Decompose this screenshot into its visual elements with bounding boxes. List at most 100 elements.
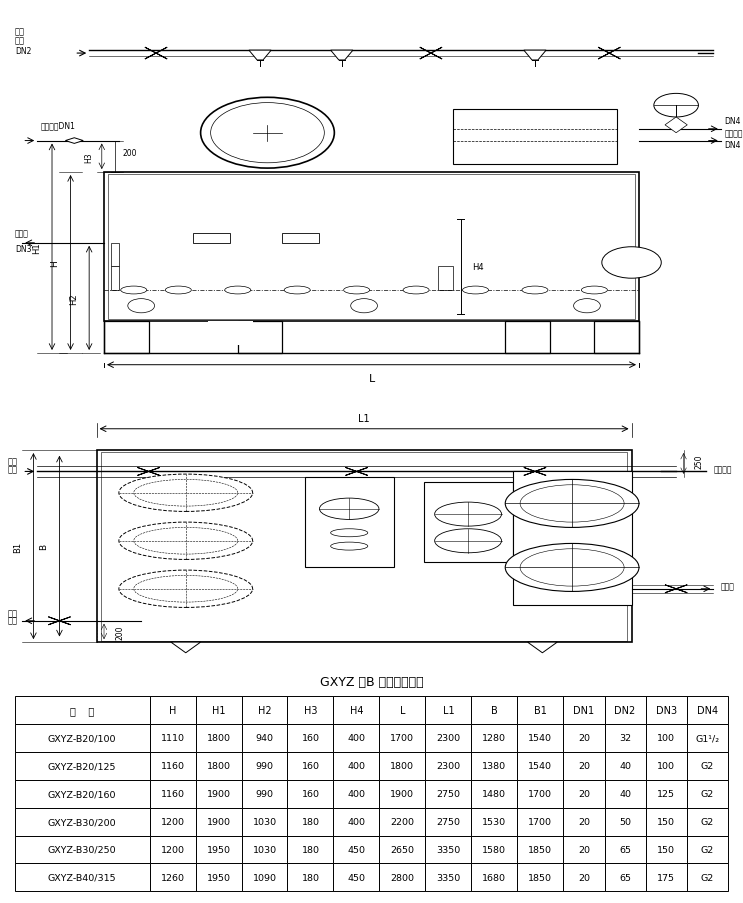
- Polygon shape: [505, 322, 550, 354]
- Text: DN3: DN3: [15, 245, 31, 254]
- Text: 1540: 1540: [528, 733, 552, 742]
- Text: 1530: 1530: [482, 817, 507, 826]
- Bar: [646, 835, 687, 863]
- Text: 1950: 1950: [207, 845, 230, 854]
- Text: 高压供油DN1: 高压供油DN1: [41, 121, 76, 130]
- Bar: [15, 696, 149, 724]
- Bar: [426, 780, 471, 808]
- Text: 400: 400: [348, 817, 366, 826]
- Text: 进出水口: 进出水口: [713, 465, 732, 474]
- Bar: [563, 752, 605, 780]
- Bar: [241, 835, 288, 863]
- Polygon shape: [137, 468, 160, 472]
- Text: 排污油: 排污油: [721, 582, 735, 591]
- Text: 65: 65: [619, 873, 631, 882]
- Polygon shape: [208, 322, 253, 346]
- Bar: [605, 835, 646, 863]
- Text: H4: H4: [350, 705, 363, 715]
- Bar: [149, 808, 195, 835]
- Text: H3: H3: [304, 705, 317, 715]
- Text: 1900: 1900: [207, 789, 230, 798]
- Bar: [646, 724, 687, 752]
- Text: 2200: 2200: [390, 817, 415, 826]
- Bar: [334, 808, 380, 835]
- Text: 1800: 1800: [207, 761, 230, 770]
- Bar: [646, 696, 687, 724]
- Bar: [193, 234, 230, 244]
- Bar: [104, 172, 639, 322]
- Text: 1850: 1850: [528, 873, 552, 882]
- Bar: [195, 780, 241, 808]
- Text: 2750: 2750: [436, 789, 461, 798]
- Bar: [15, 808, 149, 835]
- Text: GXYZ-B40/315: GXYZ-B40/315: [48, 873, 117, 882]
- Bar: [687, 835, 728, 863]
- Text: G2: G2: [701, 845, 714, 854]
- Text: 100: 100: [658, 733, 675, 742]
- Bar: [288, 780, 334, 808]
- Bar: [563, 808, 605, 835]
- Bar: [195, 696, 241, 724]
- Bar: [334, 696, 380, 724]
- Bar: [15, 863, 149, 891]
- Bar: [288, 724, 334, 752]
- Bar: [241, 696, 288, 724]
- Bar: [288, 808, 334, 835]
- Ellipse shape: [120, 287, 147, 294]
- Bar: [334, 863, 380, 891]
- Bar: [513, 472, 632, 605]
- Polygon shape: [524, 472, 546, 476]
- Ellipse shape: [403, 287, 429, 294]
- Polygon shape: [665, 589, 687, 593]
- Text: 200: 200: [123, 149, 137, 158]
- Bar: [15, 835, 149, 863]
- Text: GXYZ-B30/200: GXYZ-B30/200: [48, 817, 117, 826]
- Bar: [380, 752, 426, 780]
- Ellipse shape: [522, 287, 548, 294]
- Text: 175: 175: [658, 873, 675, 882]
- Text: 160: 160: [302, 733, 319, 742]
- Text: GXYZ-B20/160: GXYZ-B20/160: [48, 789, 117, 798]
- Bar: [687, 752, 728, 780]
- Bar: [687, 863, 728, 891]
- Polygon shape: [48, 617, 71, 621]
- Bar: [605, 808, 646, 835]
- Text: 1900: 1900: [207, 817, 230, 826]
- Text: 20: 20: [578, 873, 590, 882]
- Text: 2800: 2800: [390, 873, 415, 882]
- Polygon shape: [104, 322, 149, 354]
- Polygon shape: [249, 51, 271, 61]
- Bar: [380, 696, 426, 724]
- Ellipse shape: [119, 523, 253, 560]
- Text: DN2: DN2: [614, 705, 636, 715]
- Circle shape: [602, 247, 661, 279]
- Text: 2750: 2750: [436, 817, 461, 826]
- Text: 3350: 3350: [436, 873, 461, 882]
- Text: 125: 125: [658, 789, 675, 798]
- Bar: [380, 780, 426, 808]
- Bar: [471, 752, 517, 780]
- Bar: [605, 696, 646, 724]
- Ellipse shape: [119, 475, 253, 512]
- Bar: [646, 780, 687, 808]
- Text: 1700: 1700: [390, 733, 415, 742]
- Text: 1030: 1030: [253, 845, 276, 854]
- Bar: [517, 808, 563, 835]
- Text: H2: H2: [69, 293, 78, 304]
- Bar: [149, 724, 195, 752]
- Polygon shape: [65, 138, 83, 144]
- Text: 1480: 1480: [482, 789, 506, 798]
- Text: 180: 180: [302, 817, 319, 826]
- Text: 1700: 1700: [528, 789, 552, 798]
- Text: 940: 940: [256, 733, 273, 742]
- Polygon shape: [594, 322, 639, 354]
- Text: 160: 160: [302, 761, 319, 770]
- Bar: [471, 780, 517, 808]
- Bar: [111, 267, 119, 291]
- Text: 450: 450: [348, 873, 366, 882]
- Text: 1160: 1160: [160, 789, 184, 798]
- Text: 20: 20: [578, 845, 590, 854]
- Bar: [517, 835, 563, 863]
- Polygon shape: [238, 322, 282, 354]
- Polygon shape: [665, 585, 687, 589]
